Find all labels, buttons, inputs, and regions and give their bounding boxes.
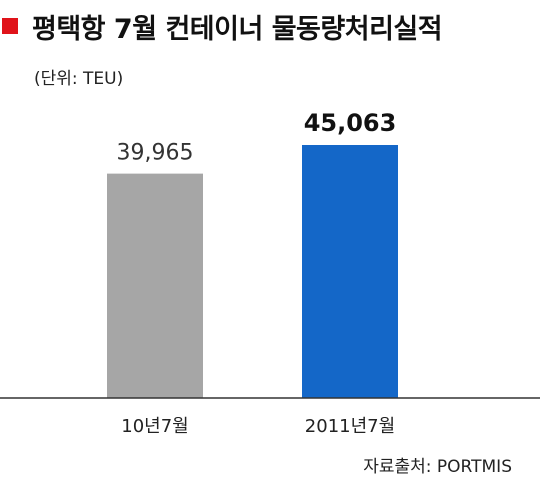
- unit-label: (단위: TEU): [34, 69, 124, 89]
- x-tick-label-0: 10년7월: [121, 416, 188, 437]
- source-label: 자료출처: PORTMIS: [363, 457, 512, 477]
- chart-title-row: 평택항 7월 컨테이너 물동량처리실적: [2, 6, 443, 46]
- title-marker-square: [2, 18, 18, 34]
- bar-value-label-0: 39,965: [117, 141, 194, 166]
- x-tick-labels-group: 10년7월 2011년7월: [121, 416, 395, 437]
- value-labels-group: 39,965 45,063: [117, 109, 397, 166]
- bar-1: [302, 145, 398, 398]
- chart-title: 평택항 7월 컨테이너 물동량처리실적: [32, 13, 443, 45]
- bar-value-label-1: 45,063: [304, 109, 397, 137]
- bars-group: [107, 145, 398, 398]
- x-tick-label-1: 2011년7월: [305, 416, 395, 437]
- bar-0: [107, 173, 203, 398]
